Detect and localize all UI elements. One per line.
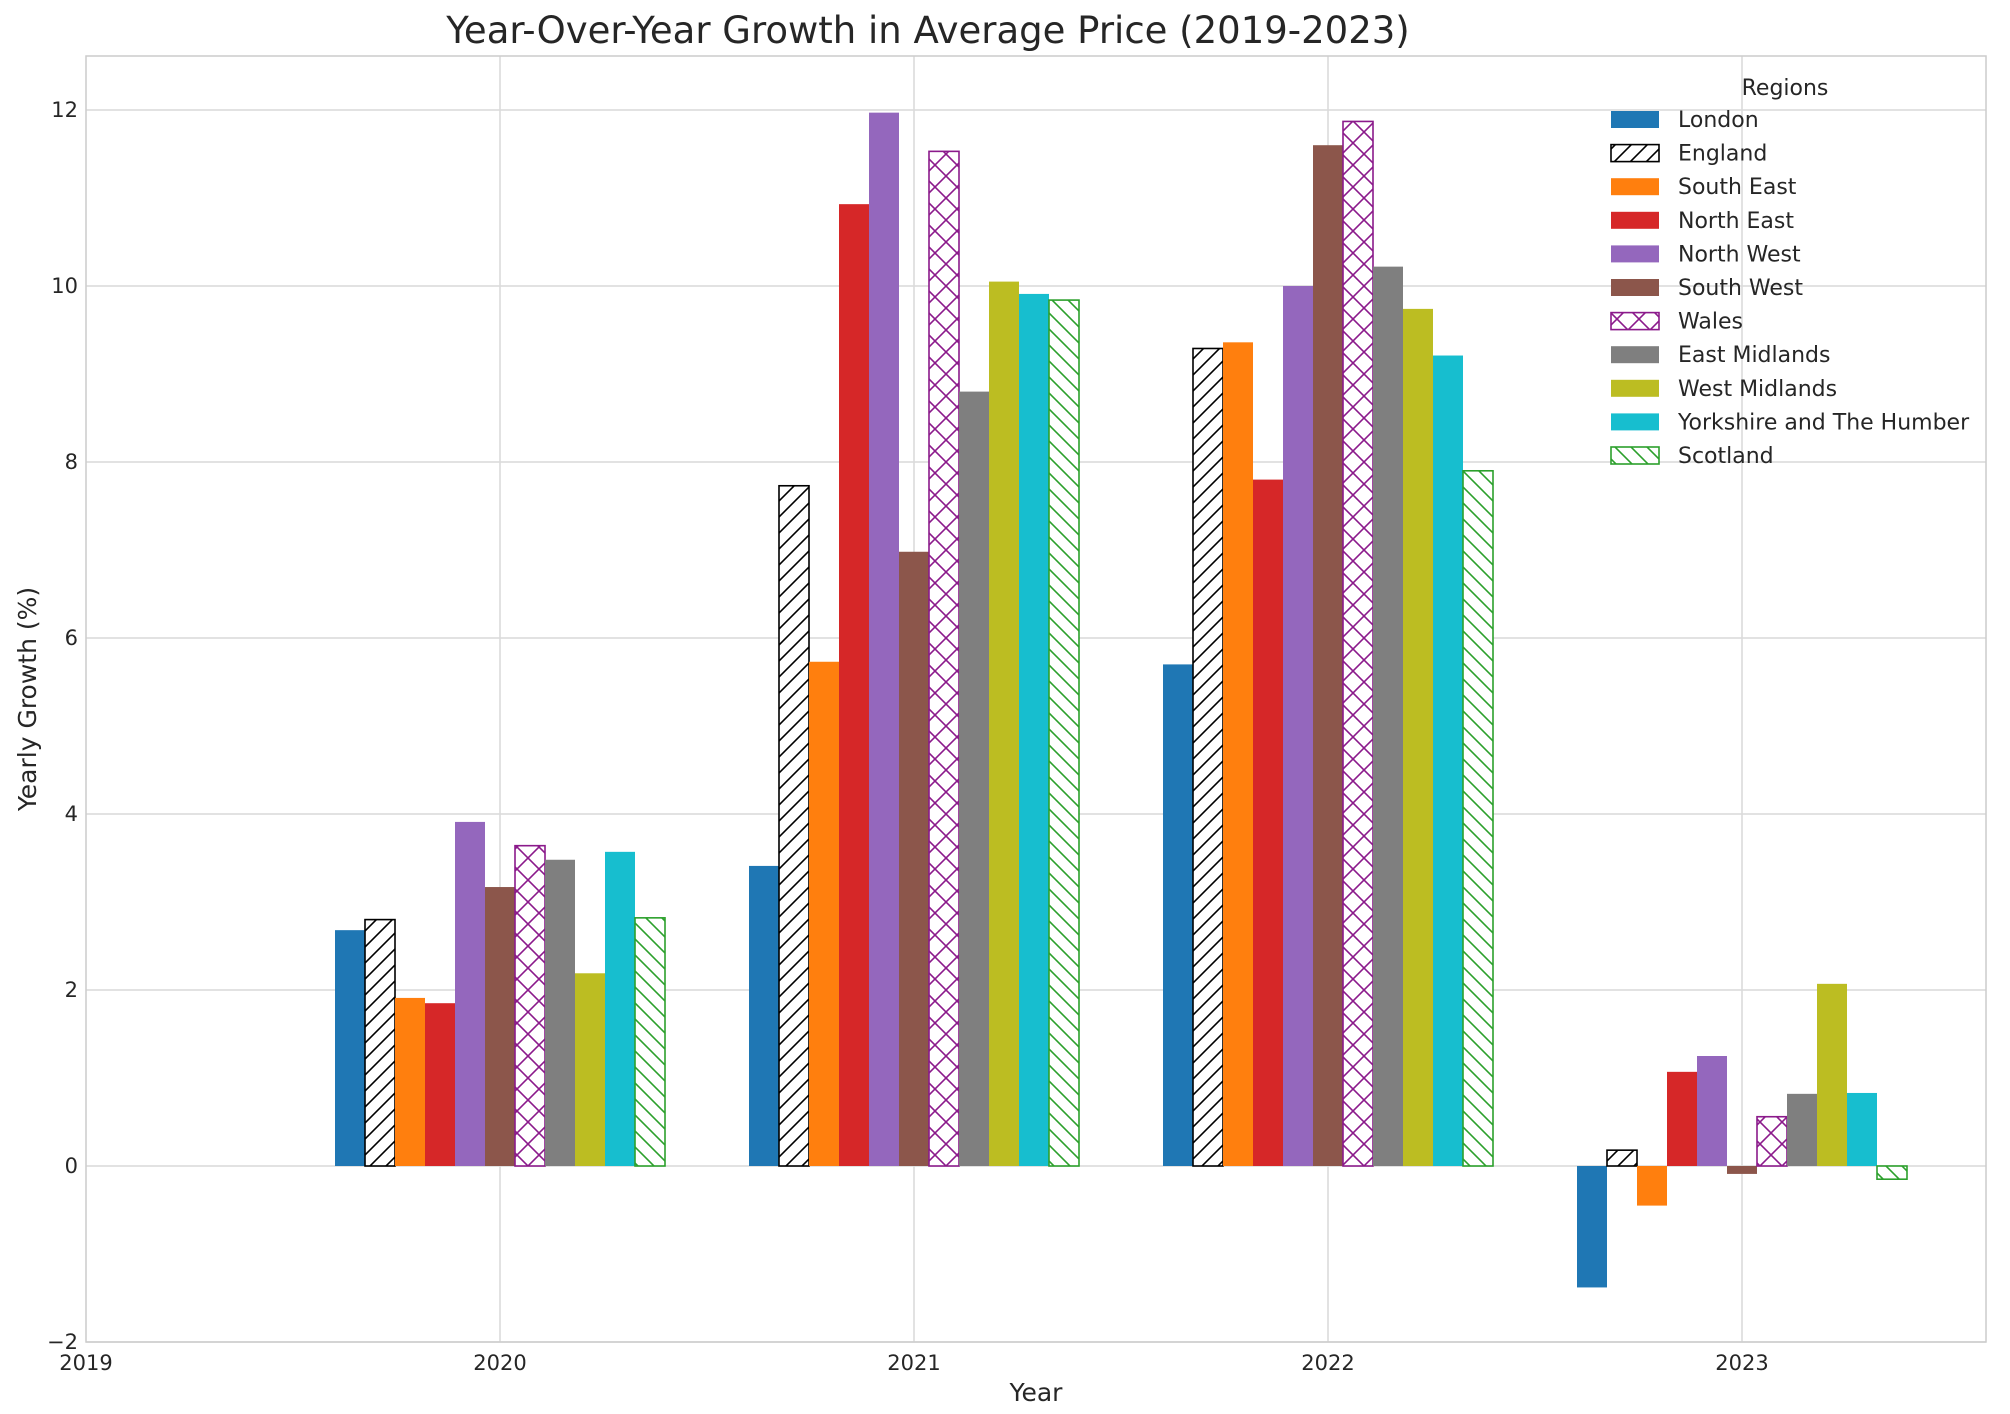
y-tick-label: 0 — [65, 1154, 78, 1178]
legend-label-yorkshire-and-the-humber: Yorkshire and The Humber — [1677, 410, 1970, 435]
legend-swatch-west-midlands — [1611, 379, 1659, 397]
bar-south-west-2022 — [1313, 145, 1343, 1166]
x-tick-label: 2022 — [1301, 1351, 1354, 1375]
chart-title: Year-Over-Year Growth in Average Price (… — [445, 9, 1409, 52]
y-tick-label: 8 — [65, 450, 78, 474]
legend-label-south-east: South East — [1678, 175, 1797, 200]
bar-north-west-2021 — [869, 112, 899, 1166]
bar-south-west-2021 — [899, 551, 929, 1166]
bar-yorkshire-and-the-humber-2020 — [605, 851, 635, 1166]
bar-wales-2022 — [1342, 120, 1374, 1167]
bar-north-west-2023 — [1697, 1056, 1727, 1166]
plot-frame — [85, 55, 1987, 1343]
bar-wales-2023 — [1756, 1115, 1788, 1167]
legend-label-north-west: North West — [1678, 242, 1801, 267]
bar-scotland-2021 — [1048, 299, 1080, 1167]
legend: Regions London England South East North Eas… — [1610, 76, 1970, 469]
bar-wales-2020 — [514, 844, 546, 1167]
bar-london-2021 — [749, 865, 779, 1166]
bar-east-midlands-2022 — [1373, 266, 1403, 1166]
bar-south-east-2020 — [395, 997, 425, 1166]
bar-london-2020 — [335, 930, 365, 1166]
y-tick-label: 4 — [65, 802, 78, 826]
y-tick-label: 6 — [65, 626, 78, 650]
bar-east-midlands-2023 — [1787, 1093, 1817, 1166]
tick-labels: −2 0 2 4 6 8 10 12 2019 2020 2021 2022 2023 — [47, 98, 1769, 1375]
legend-label-london: London — [1678, 108, 1759, 133]
legend-label-south-west: South West — [1678, 276, 1803, 301]
bars — [335, 112, 1908, 1288]
bar-england-2022 — [1192, 347, 1224, 1167]
x-axis-label: Year — [1009, 1378, 1064, 1407]
bar-west-midlands-2023 — [1817, 983, 1847, 1166]
legend-swatch-london — [1611, 111, 1659, 128]
bar-north-west-2020 — [455, 821, 485, 1166]
y-tick-label: 10 — [51, 274, 78, 298]
bar-yorkshire-and-the-humber-2021 — [1019, 293, 1049, 1166]
legend-swatch-england — [1610, 143, 1660, 163]
bar-north-east-2023 — [1667, 1071, 1697, 1166]
legend-label-west-midlands: West Midlands — [1678, 377, 1837, 402]
legend-label-scotland: Scotland — [1678, 444, 1774, 469]
bar-south-east-2021 — [809, 661, 839, 1166]
legend-label-east-midlands: East Midlands — [1678, 343, 1831, 368]
legend-swatch-south-west — [1611, 279, 1659, 296]
bar-england-2021 — [778, 484, 810, 1167]
legend-swatch-north-east — [1611, 211, 1659, 229]
legend-swatch-south-east — [1611, 178, 1659, 196]
bar-scotland-2022 — [1462, 469, 1494, 1167]
bar-england-2020 — [364, 918, 396, 1167]
bar-east-midlands-2020 — [545, 859, 575, 1166]
legend-swatch-yorkshire-and-the-humber — [1611, 413, 1659, 431]
bar-east-midlands-2021 — [959, 391, 989, 1167]
bar-yorkshire-and-the-humber-2022 — [1433, 355, 1463, 1166]
bar-wales-2021 — [928, 150, 960, 1167]
bar-london-2023 — [1577, 1166, 1607, 1288]
bar-scotland-2023 — [1876, 1165, 1908, 1180]
x-tick-label: 2020 — [473, 1351, 526, 1375]
bar-south-west-2020 — [485, 887, 515, 1166]
legend-label-england: England — [1678, 142, 1767, 167]
bar-north-east-2022 — [1253, 479, 1283, 1167]
legend-label-north-east: North East — [1678, 209, 1794, 234]
legend-swatch-north-west — [1611, 245, 1659, 263]
bar-yorkshire-and-the-humber-2023 — [1847, 1092, 1877, 1166]
bar-south-east-2023 — [1637, 1166, 1667, 1206]
bar-west-midlands-2022 — [1403, 308, 1433, 1166]
legend-swatch-east-midlands — [1611, 346, 1659, 364]
legend-title: Regions — [1742, 76, 1829, 101]
bar-west-midlands-2021 — [989, 281, 1019, 1167]
bar-south-east-2022 — [1223, 342, 1253, 1166]
x-tick-label: 2019 — [59, 1351, 112, 1375]
bar-west-midlands-2020 — [575, 973, 605, 1166]
y-axis-label: Yearly Growth (%) — [13, 587, 42, 812]
y-tick-label: −2 — [47, 1330, 78, 1354]
legend-swatch-scotland — [1610, 446, 1660, 465]
legend-label-wales: Wales — [1678, 310, 1743, 335]
y-tick-label: 12 — [51, 98, 78, 122]
bar-north-east-2021 — [839, 204, 869, 1166]
x-tick-label: 2023 — [1715, 1351, 1768, 1375]
y-tick-label: 2 — [65, 978, 78, 1002]
bar-north-east-2020 — [425, 1003, 455, 1166]
bar-london-2022 — [1163, 664, 1193, 1166]
bar-england-2023 — [1606, 1149, 1638, 1167]
legend-swatch-wales — [1610, 311, 1660, 331]
bar-south-west-2023 — [1727, 1166, 1757, 1174]
bar-scotland-2020 — [634, 917, 666, 1167]
x-tick-label: 2021 — [887, 1351, 940, 1375]
bar-north-west-2022 — [1283, 286, 1313, 1166]
